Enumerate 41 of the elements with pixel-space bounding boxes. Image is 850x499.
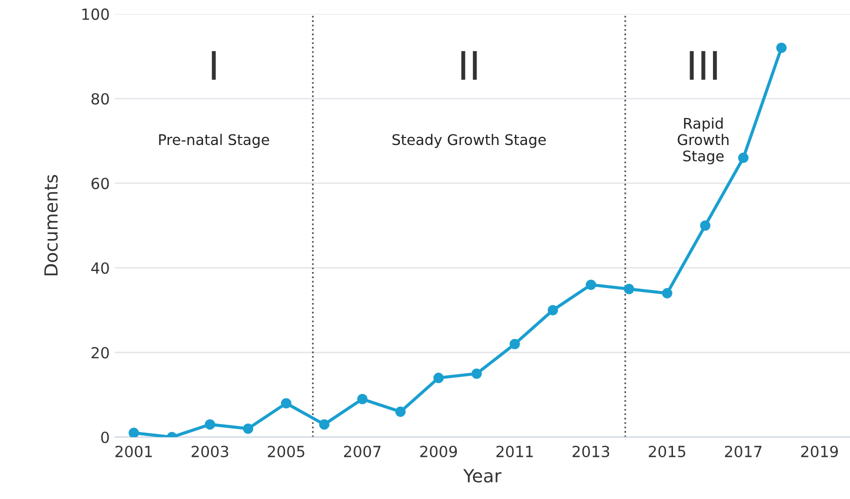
point: [510, 338, 520, 350]
y-tick-label: 60: [92, 178, 109, 190]
point: [700, 220, 710, 231]
point: [662, 288, 672, 298]
x-tick-label: 2003: [192, 446, 228, 458]
point: [586, 280, 596, 290]
annotation: Rapid Growth Stage: [678, 118, 728, 164]
point: [128, 428, 140, 438]
point: [471, 368, 482, 379]
y-tick-label: 20: [92, 346, 109, 359]
point: [548, 304, 558, 316]
x-tick-label: 2007: [344, 446, 381, 458]
point: [395, 406, 406, 417]
y-tick-label: 100: [82, 8, 109, 20]
point: [280, 398, 292, 408]
point: [242, 423, 254, 434]
x-tick-label: 2011: [496, 446, 533, 458]
point: [738, 152, 749, 164]
x-axis-title: Year: [463, 469, 502, 483]
y-tick-label: 40: [91, 262, 109, 274]
x-tick-label: 2001: [115, 446, 152, 458]
annotation: Pre-natal Stage: [159, 134, 270, 148]
x-tick-label: 2015: [648, 446, 686, 458]
annotation: I: [212, 51, 216, 80]
y-tick-label: 0: [101, 432, 109, 444]
x-tick-label: 2009: [420, 446, 457, 458]
x-tick-label: 2005: [268, 446, 304, 458]
annotation: II: [461, 51, 477, 80]
annotation: Steady Growth Stage: [392, 134, 546, 148]
point: [433, 372, 444, 384]
x-tick-label: 2013: [572, 446, 610, 458]
y-tick-label: 80: [91, 93, 109, 105]
y-axis-title: Documents: [44, 174, 58, 276]
point: [624, 284, 634, 294]
point: [204, 419, 216, 430]
annotation: III: [690, 51, 717, 80]
point: [319, 419, 330, 430]
x-tick-label: 2019: [801, 446, 838, 458]
point: [357, 394, 368, 404]
x-tick-label: 2017: [725, 446, 762, 458]
point: [776, 42, 787, 54]
